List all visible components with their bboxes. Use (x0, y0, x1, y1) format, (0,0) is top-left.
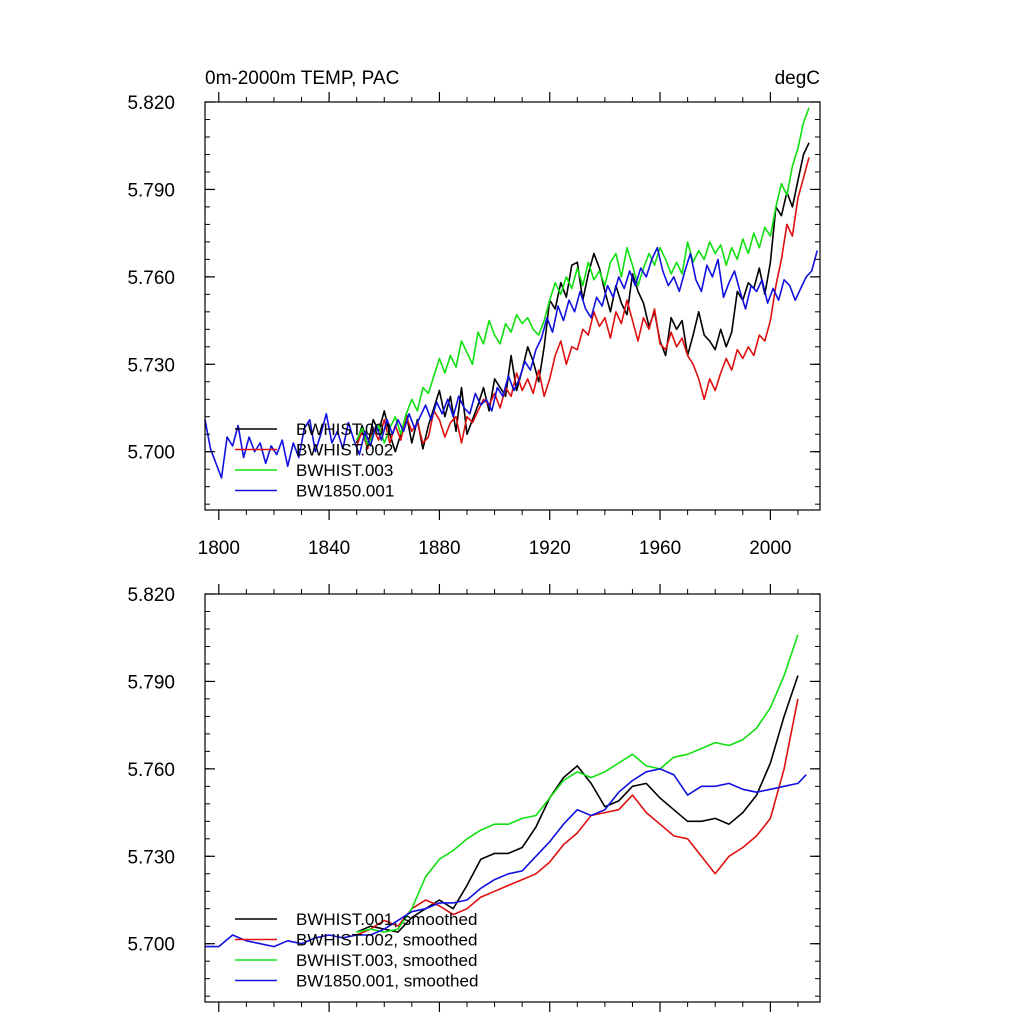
legend-label: BWHIST.001, smoothed (296, 910, 477, 929)
x-tick-label: 1960 (639, 538, 681, 559)
plot-frame-bottom (204, 593, 821, 1003)
y-tick-label: 5.790 (127, 672, 175, 693)
legend-label: BWHIST.002, smoothed (296, 931, 477, 950)
x-tick-label: 1880 (418, 538, 460, 559)
y-tick-label: 5.760 (127, 760, 175, 781)
series-line-bwhist-001-smoothed (356, 675, 799, 933)
series-line-bwhist-002-smoothed (356, 698, 799, 936)
series-line-bwhist-003 (355, 107, 810, 447)
series-line-bw1850-001 (204, 246, 818, 479)
x-tick-label: 2000 (749, 538, 791, 559)
series-line-bw1850-001-smoothed (205, 768, 807, 948)
legend-label: BWHIST.003, smoothed (296, 951, 477, 970)
series-line-bwhist-002 (355, 157, 810, 450)
legend-label: BW1850.001, smoothed (296, 972, 478, 991)
units-label: degC (775, 68, 820, 89)
legend-label: BWHIST.001 (296, 420, 393, 439)
x-tick-label: 1920 (529, 538, 571, 559)
y-tick-label: 5.700 (127, 443, 175, 464)
y-tick-label: 5.820 (127, 93, 175, 114)
legend-label: BWHIST.003 (296, 461, 393, 480)
y-tick-label: 5.760 (127, 268, 175, 289)
top-panel: 0m-2000m TEMP, PAC degC 5.700 5.730 5.760 5… (127, 68, 821, 559)
series-line-bwhist-003-smoothed (356, 634, 799, 933)
bottom-panel: 5.700 5.730 5.760 5.790 5.820 BWHIST.001, sm… (127, 584, 821, 1012)
plot-frame-top (204, 101, 821, 511)
y-tick-label: 5.700 (127, 935, 175, 956)
legend-label: BWHIST.002 (296, 441, 393, 460)
y-tick-label: 5.730 (127, 847, 175, 868)
x-tick-label: 1800 (198, 538, 240, 559)
y-tick-label: 5.820 (127, 585, 175, 606)
chart-title: 0m-2000m TEMP, PAC (205, 68, 399, 89)
x-tick-label: 1840 (308, 538, 350, 559)
legend-label: BW1850.001 (296, 482, 394, 501)
y-tick-label: 5.790 (127, 180, 175, 201)
y-tick-label: 5.730 (127, 355, 175, 376)
